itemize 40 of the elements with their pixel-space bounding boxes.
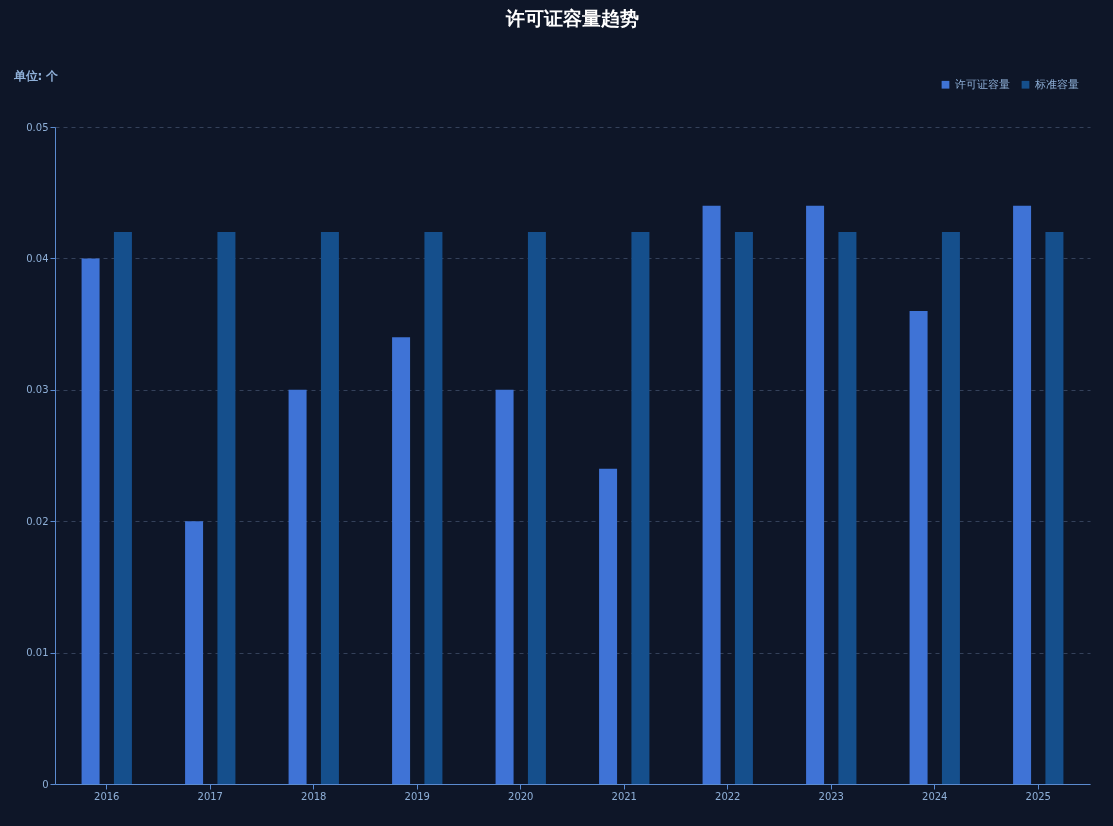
bar [909, 310, 928, 784]
chart-title: 许可证容量趋势 [505, 7, 639, 29]
x-tick-label: 2019 [404, 790, 430, 802]
y-tick-label: 0.05 [26, 121, 49, 133]
bar [631, 232, 650, 784]
bar [806, 205, 825, 784]
bar [392, 337, 411, 784]
bar [495, 389, 514, 784]
bar [838, 232, 857, 784]
x-tick-label: 2018 [301, 790, 327, 802]
y-tick-label: 0.04 [26, 252, 49, 264]
bar [1013, 205, 1032, 784]
x-tick-label: 2017 [197, 790, 223, 802]
y-axis-title: 单位: 个 [12, 68, 60, 83]
y-tick-label: 0.02 [26, 515, 49, 527]
bar [1045, 232, 1064, 784]
bar [734, 232, 753, 784]
x-tick-label: 2022 [715, 790, 741, 802]
bar [81, 258, 100, 784]
bar [288, 389, 307, 784]
legend-label: 标准容量 [1034, 77, 1079, 91]
bar [599, 468, 618, 784]
bar [113, 232, 132, 784]
x-tick-label: 2021 [611, 790, 637, 802]
bar [702, 205, 721, 784]
x-tick-label: 2025 [1025, 790, 1051, 802]
bar [217, 232, 236, 784]
bar [941, 232, 960, 784]
bar [527, 232, 546, 784]
x-tick-label: 2024 [922, 790, 948, 802]
legend-label: 许可证容量 [955, 77, 1010, 91]
x-tick-label: 2016 [94, 790, 120, 802]
x-tick-label: 2020 [508, 790, 534, 802]
bar [320, 232, 339, 784]
y-tick-label: 0.01 [26, 647, 49, 659]
x-tick-label: 2023 [818, 790, 844, 802]
y-tick-label: 0.03 [26, 384, 49, 396]
bar [424, 232, 443, 784]
bar [185, 521, 204, 784]
y-tick-label: 0 [42, 778, 49, 790]
